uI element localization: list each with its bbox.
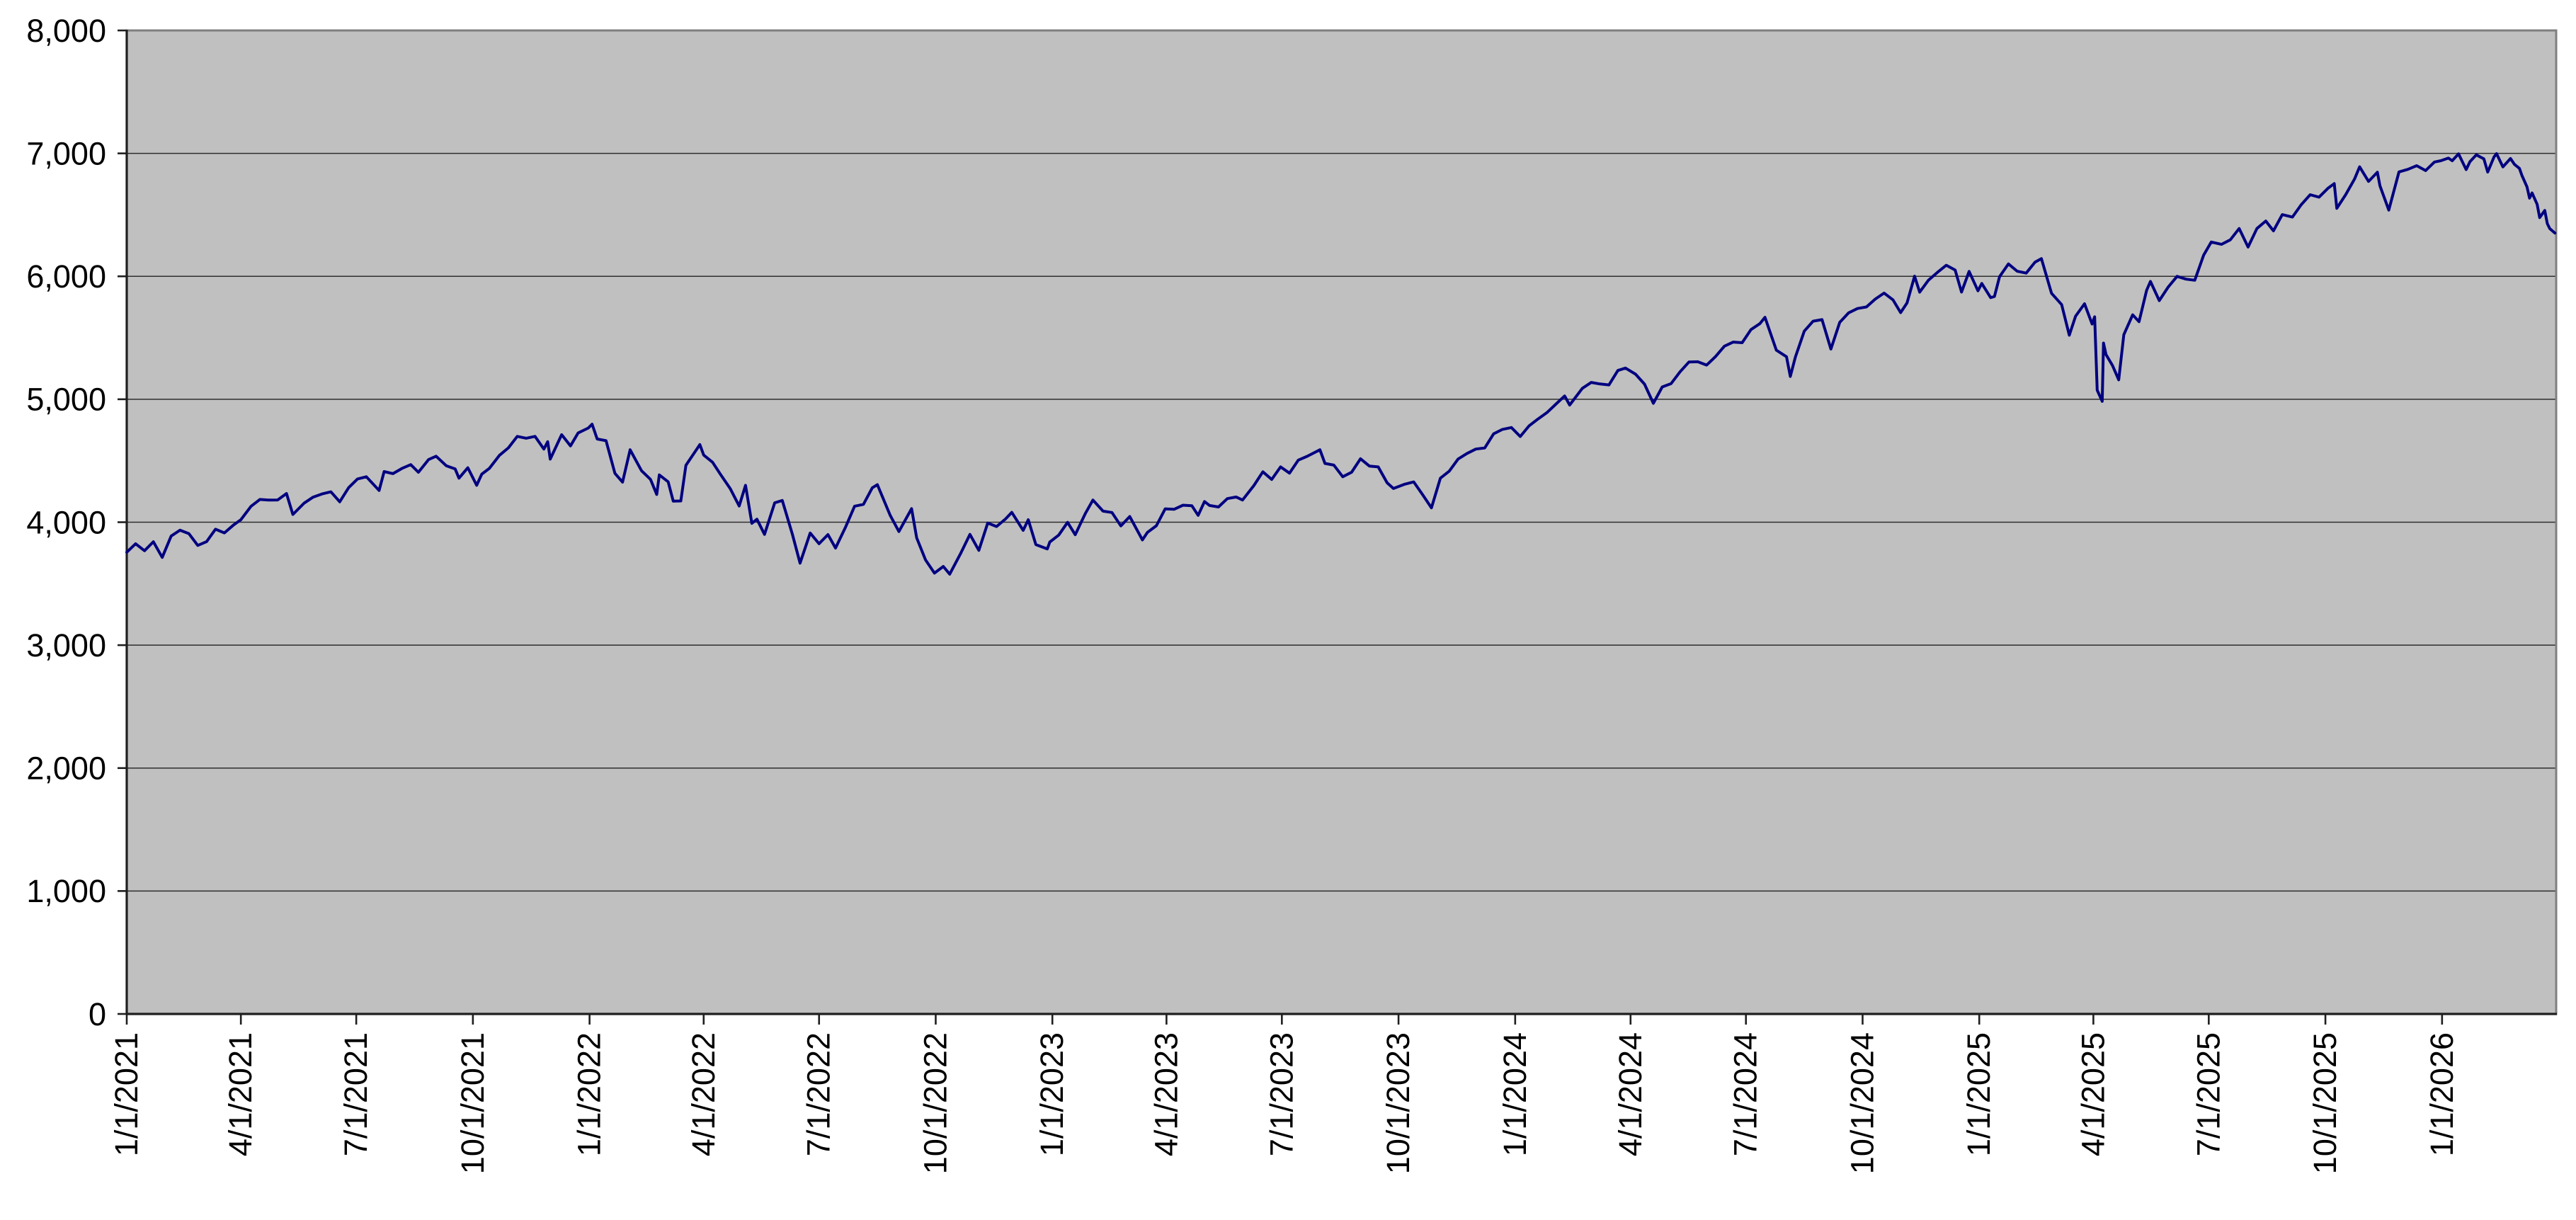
y-axis-tick-label: 6,000 [26, 258, 106, 295]
x-axis-tick-label: 1/1/2021 [108, 1032, 144, 1156]
x-axis-tick-label: 10/1/2025 [2307, 1032, 2343, 1174]
x-axis-tick-label: 10/1/2021 [455, 1032, 491, 1174]
y-axis-tick-label: 4,000 [26, 504, 106, 540]
y-axis-tick-label: 1,000 [26, 873, 106, 909]
y-axis-tick-label: 8,000 [26, 13, 106, 49]
gridlines [127, 152, 2556, 892]
x-axis-tick-label: 4/1/2025 [2075, 1032, 2111, 1156]
x-axis-tick-label: 1/1/2024 [1497, 1032, 1533, 1156]
series-lines [125, 152, 2557, 576]
x-axis-tick-label: 4/1/2024 [1612, 1032, 1648, 1156]
y-axis-tick-label: 2,000 [26, 751, 106, 787]
axis-ticks [118, 29, 2444, 1025]
y-axis-tick-label: 7,000 [26, 135, 106, 171]
x-axis-tick-label: 1/1/2023 [1034, 1032, 1070, 1156]
y-axis-tick-label: 0 [89, 996, 106, 1032]
x-axis-tick-label: 4/1/2023 [1148, 1032, 1184, 1156]
x-axis-tick-label: 4/1/2021 [222, 1032, 258, 1156]
x-axis-tick-label: 7/1/2024 [1728, 1032, 1764, 1156]
x-axis-tick-label: 10/1/2024 [1845, 1032, 1881, 1174]
x-axis-tick-label: 10/1/2023 [1380, 1032, 1416, 1174]
y-axis-labels: 0 1,000 2,000 3,000 4,000 5,000 6,000 7,000 8,00… [26, 13, 106, 1032]
x-axis-tick-label: 1/1/2025 [1961, 1032, 1997, 1156]
x-axis-tick-label: 7/1/2023 [1263, 1032, 1299, 1156]
x-axis-tick-label: 7/1/2021 [338, 1032, 374, 1156]
x-axis-tick-label: 1/1/2026 [2424, 1032, 2460, 1156]
y-axis-tick-label: 5,000 [26, 382, 106, 418]
y-axis-tick-label: 3,000 [26, 627, 106, 663]
x-axis-labels: 1/1/2021 4/1/2021 7/1/2021 10/1/2021 1/1/202… [108, 1032, 2460, 1174]
x-axis-tick-label: 4/1/2022 [685, 1032, 722, 1156]
x-axis-tick-label: 1/1/2022 [571, 1032, 608, 1156]
x-axis-tick-label: 10/1/2022 [918, 1032, 954, 1174]
x-axis-tick-label: 7/1/2022 [801, 1032, 837, 1156]
index-value-line [125, 152, 2557, 576]
x-axis-tick-label: 7/1/2025 [2190, 1032, 2226, 1156]
